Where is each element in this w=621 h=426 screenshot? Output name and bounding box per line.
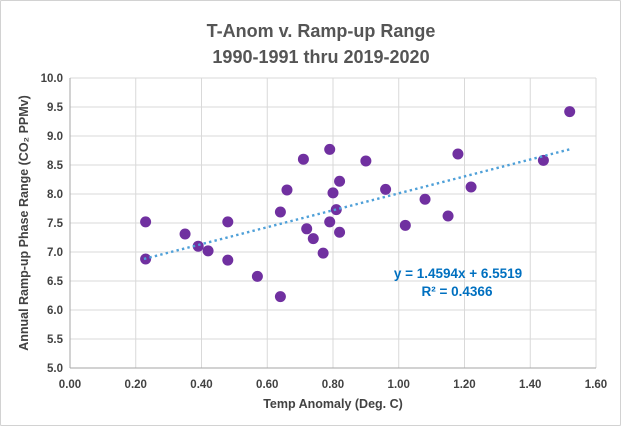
data-point	[301, 223, 313, 235]
data-point	[317, 247, 329, 259]
y-tick-label: 6.5	[47, 276, 64, 288]
data-point	[465, 181, 477, 193]
x-tick-label: 0.40	[190, 379, 212, 391]
data-point	[360, 155, 372, 167]
y-tick-label: 5.0	[47, 363, 63, 375]
chart-title-line2: 1990-1991 thru 2019-2020	[212, 47, 429, 67]
data-point	[202, 245, 214, 257]
data-point	[179, 228, 191, 240]
data-point	[251, 270, 263, 282]
data-point	[297, 153, 309, 165]
y-axis-tick-labels: 5.0 5.5 6.0 6.5 7.0 7.5 8.0 8.5 9.0 9.5 10.0	[41, 73, 64, 375]
chart-title-line1: T-Anom v. Ramp-up Range	[207, 21, 436, 41]
data-point	[222, 254, 234, 266]
trendline-r-squared: R² = 0.4366	[422, 284, 493, 299]
x-axis-tick-labels: 0.00 0.20 0.40 0.60 0.80 1.00 1.20 1.40 1.60	[59, 379, 607, 391]
trendline	[143, 147, 572, 261]
y-tick-label: 6.0	[47, 305, 63, 317]
x-tick-label: 0.00	[59, 379, 81, 391]
data-point	[274, 291, 286, 303]
y-axis-title: Annual Ramp-up Phase Range (CO₂ PPMv)	[17, 95, 31, 351]
y-tick-label: 8.5	[47, 160, 64, 172]
trendline-equation: y = 1.4594x + 6.5519	[394, 266, 522, 281]
data-point	[442, 210, 454, 222]
x-tick-label: 0.20	[125, 379, 147, 391]
data-point	[452, 148, 464, 160]
y-tick-label: 9.5	[47, 102, 64, 114]
x-tick-label: 1.20	[453, 379, 475, 391]
data-point	[419, 193, 431, 205]
data-point	[324, 216, 336, 228]
data-point	[330, 204, 342, 216]
data-point-series	[140, 106, 576, 303]
data-point	[537, 154, 549, 166]
x-tick-label: 1.00	[388, 379, 410, 391]
data-point	[307, 233, 319, 245]
y-tick-label: 8.0	[47, 189, 63, 201]
data-point	[399, 219, 411, 231]
data-point	[192, 240, 204, 252]
data-point	[274, 206, 286, 218]
data-point	[334, 226, 346, 238]
y-tick-label: 9.0	[47, 131, 63, 143]
data-point	[140, 216, 152, 228]
data-point	[334, 175, 346, 187]
y-tick-label: 10.0	[41, 73, 63, 85]
data-point	[327, 187, 339, 199]
x-tick-label: 0.60	[256, 379, 278, 391]
y-tick-label: 5.5	[47, 334, 64, 346]
data-point	[564, 106, 576, 118]
x-tick-label: 1.40	[519, 379, 541, 391]
data-point	[324, 143, 336, 155]
x-axis-title: Temp Anomaly (Deg. C)	[263, 397, 403, 411]
x-tick-label: 0.80	[322, 379, 344, 391]
data-point	[380, 183, 392, 195]
x-tick-label: 1.60	[585, 379, 607, 391]
y-tick-label: 7.0	[47, 247, 63, 259]
data-point	[222, 216, 234, 228]
y-tick-label: 7.5	[47, 218, 64, 230]
data-point	[281, 184, 293, 196]
